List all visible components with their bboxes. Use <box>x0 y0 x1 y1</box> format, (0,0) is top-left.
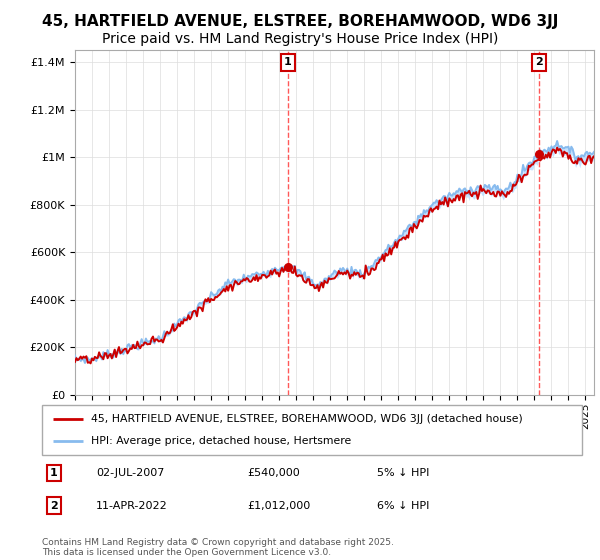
Text: £1,012,000: £1,012,000 <box>247 501 310 511</box>
Text: 11-APR-2022: 11-APR-2022 <box>96 501 168 511</box>
Text: 5% ↓ HPI: 5% ↓ HPI <box>377 468 429 478</box>
Text: 1: 1 <box>50 468 58 478</box>
Text: 02-JUL-2007: 02-JUL-2007 <box>96 468 164 478</box>
Text: HPI: Average price, detached house, Hertsmere: HPI: Average price, detached house, Hert… <box>91 436 351 446</box>
FancyBboxPatch shape <box>42 405 582 455</box>
Text: 6% ↓ HPI: 6% ↓ HPI <box>377 501 429 511</box>
Text: Contains HM Land Registry data © Crown copyright and database right 2025.
This d: Contains HM Land Registry data © Crown c… <box>42 538 394 557</box>
Text: £540,000: £540,000 <box>247 468 300 478</box>
Text: 2: 2 <box>535 58 543 67</box>
Text: 2: 2 <box>50 501 58 511</box>
Text: Price paid vs. HM Land Registry's House Price Index (HPI): Price paid vs. HM Land Registry's House … <box>102 32 498 46</box>
Text: 45, HARTFIELD AVENUE, ELSTREE, BOREHAMWOOD, WD6 3JJ: 45, HARTFIELD AVENUE, ELSTREE, BOREHAMWO… <box>42 14 558 29</box>
Text: 1: 1 <box>284 58 292 67</box>
Text: 45, HARTFIELD AVENUE, ELSTREE, BOREHAMWOOD, WD6 3JJ (detached house): 45, HARTFIELD AVENUE, ELSTREE, BOREHAMWO… <box>91 414 523 424</box>
